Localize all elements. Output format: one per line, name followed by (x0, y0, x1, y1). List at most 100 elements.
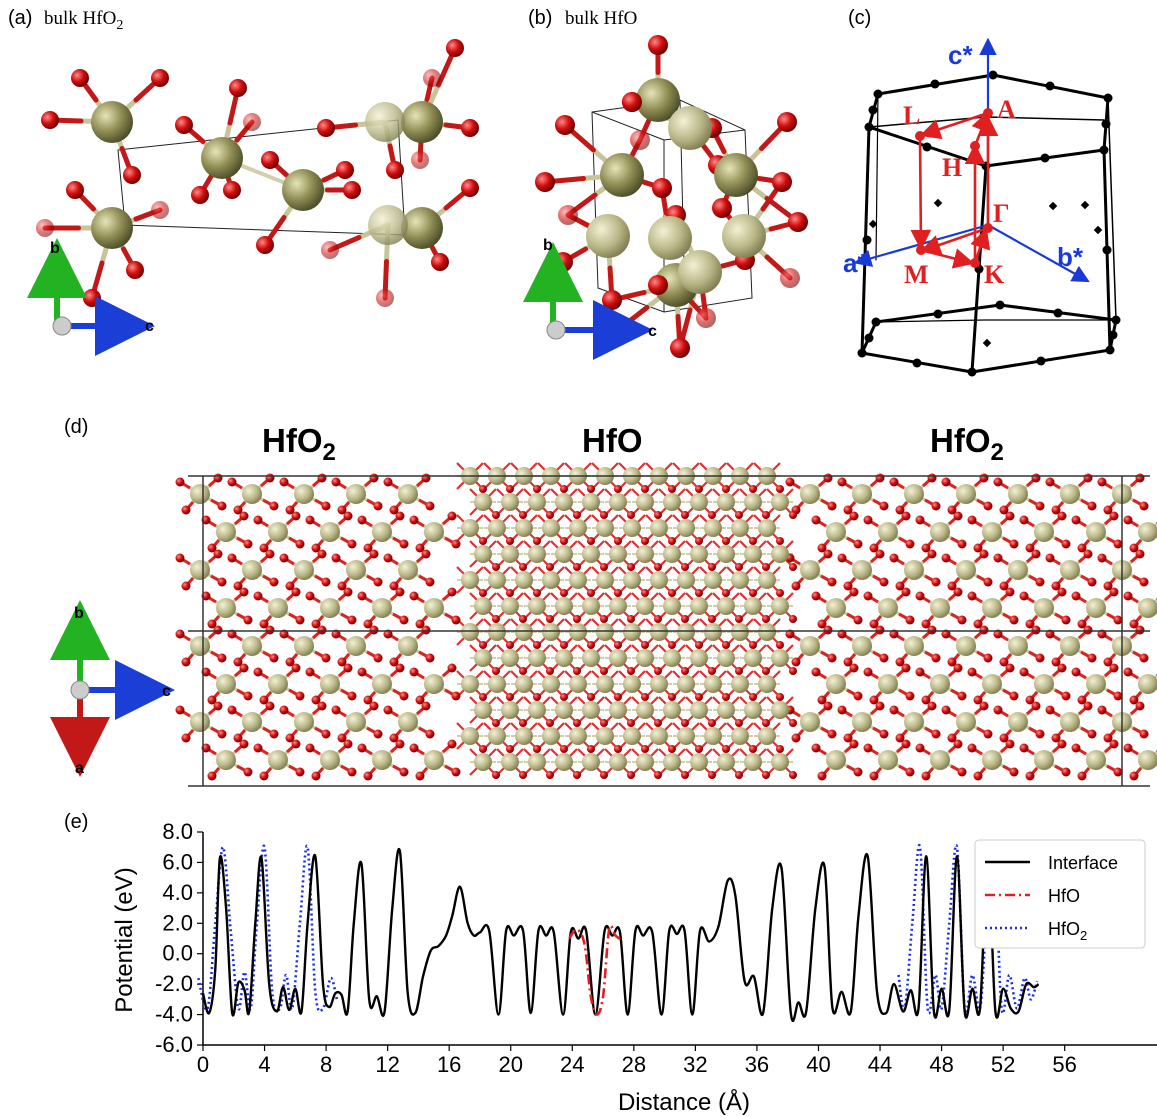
point-Gamma: Γ (993, 199, 1010, 228)
bz-vertex (862, 235, 872, 245)
oxygen-atom (383, 477, 393, 487)
hafnium-atom (636, 649, 654, 667)
oxygen-atom (749, 485, 757, 493)
oxygen-atom (295, 767, 305, 777)
oxygen-atom (227, 477, 237, 487)
oxygen-atom (291, 511, 301, 521)
oxygen-atom (749, 693, 757, 701)
oxygen-atom (901, 663, 911, 673)
hafnium-atom (294, 560, 314, 580)
oxygen-atom (749, 589, 757, 597)
oxygen-atom (425, 729, 435, 739)
oxygen-atom (175, 477, 185, 487)
oxygen-atom (921, 695, 931, 705)
oxygen-atom (811, 667, 821, 677)
oxygen-atom (1087, 577, 1097, 587)
hafnium-atom (569, 571, 587, 589)
hafnium-atom (398, 712, 418, 732)
oxygen-atom (560, 537, 568, 545)
hafnium-atom (744, 753, 762, 771)
point-A: A (997, 95, 1016, 124)
hafnium-atom (1060, 484, 1080, 504)
hafnium-atom (678, 250, 722, 294)
panel-b-title: bulk HfO (565, 8, 637, 29)
oxygen-atom (1057, 663, 1067, 673)
oxygen-atom (1109, 587, 1119, 597)
oxygen-atom (627, 511, 635, 519)
oxygen-atom (869, 695, 879, 705)
hafnium-atom (488, 571, 506, 589)
oxygen-atom (853, 767, 863, 777)
x-tick-label: 0 (197, 1052, 209, 1077)
hafnium-atom (501, 753, 519, 771)
oxygen-atom (369, 701, 379, 711)
oxygen-atom (901, 739, 911, 749)
oxygen-atom (843, 505, 853, 515)
oxygen-atom (947, 733, 957, 743)
oxygen-atom (399, 767, 409, 777)
oxygen-atom (207, 543, 217, 553)
oxygen-atom (879, 577, 889, 587)
oxygen-atom (41, 111, 59, 129)
oxygen-atom (243, 615, 253, 625)
oxygen-atom (506, 745, 514, 753)
oxygen-atom (993, 705, 1003, 715)
cell-boundaries (188, 475, 1150, 787)
oxygen-atom (317, 549, 327, 559)
oxygen-atom (321, 501, 331, 511)
oxygen-atom (849, 663, 859, 673)
oxygen-atom (213, 701, 223, 711)
hafnium-atom (982, 522, 1002, 542)
oxygen-atom (259, 695, 269, 705)
oxygen-atom (213, 473, 223, 483)
oxygen-atom (879, 501, 889, 511)
hafnium-atom (956, 712, 976, 732)
y-tick-label: 8.0 (162, 819, 193, 844)
panel-d-axis-c: c (162, 683, 171, 700)
oxygen-atom (587, 745, 595, 753)
hafnium-atom (956, 560, 976, 580)
hafnium-atom (609, 649, 627, 667)
hafnium-atom (582, 701, 600, 719)
oxygen-atom (305, 515, 315, 525)
hafnium-atom (582, 753, 600, 771)
oxygen-atom (927, 549, 937, 559)
oxygen-atom (641, 641, 649, 649)
oxygen-atom (1113, 767, 1123, 777)
oxygen-atom (849, 511, 859, 521)
hafnium-atom (704, 727, 722, 745)
hafnium-atom (1034, 598, 1054, 618)
hafnium-atom (569, 675, 587, 693)
hafnium-atom (878, 750, 898, 770)
oxygen-atom (573, 719, 581, 727)
oxygen-atom (941, 553, 951, 563)
oxygen-atom (451, 539, 461, 549)
region-left-sub: 2 (323, 439, 336, 466)
hafnium-atom (878, 522, 898, 542)
oxygen-atom (357, 591, 367, 601)
oxygen-atom (1129, 771, 1139, 781)
oxygen-atom (1061, 539, 1071, 549)
hafnium-atom (717, 701, 735, 719)
hafnium-atom (242, 484, 262, 504)
oxygen-atom (492, 511, 500, 519)
oxygen-atom (641, 693, 649, 701)
hafnium-atom (930, 522, 950, 542)
hafnium-atom (555, 753, 573, 771)
y-tick-label: -6.0 (155, 1032, 193, 1057)
bulk-hfo2-structure (36, 39, 479, 307)
oxygen-atom (451, 767, 461, 777)
bz-vertex (1105, 345, 1115, 355)
bz-vertex (922, 142, 932, 152)
oxygen-atom (973, 543, 983, 553)
oxygen-atom (389, 581, 399, 591)
hafnium-atom (648, 216, 692, 260)
oxygen-atom (461, 179, 479, 197)
oxygen-atom (614, 589, 622, 597)
hafnium-atom (190, 712, 210, 732)
oxygen-atom (947, 581, 957, 591)
oxygen-atom (519, 771, 527, 779)
oxygen-atom (269, 729, 279, 739)
hafnium-atom (242, 712, 262, 732)
oxygen-atom (311, 771, 321, 781)
